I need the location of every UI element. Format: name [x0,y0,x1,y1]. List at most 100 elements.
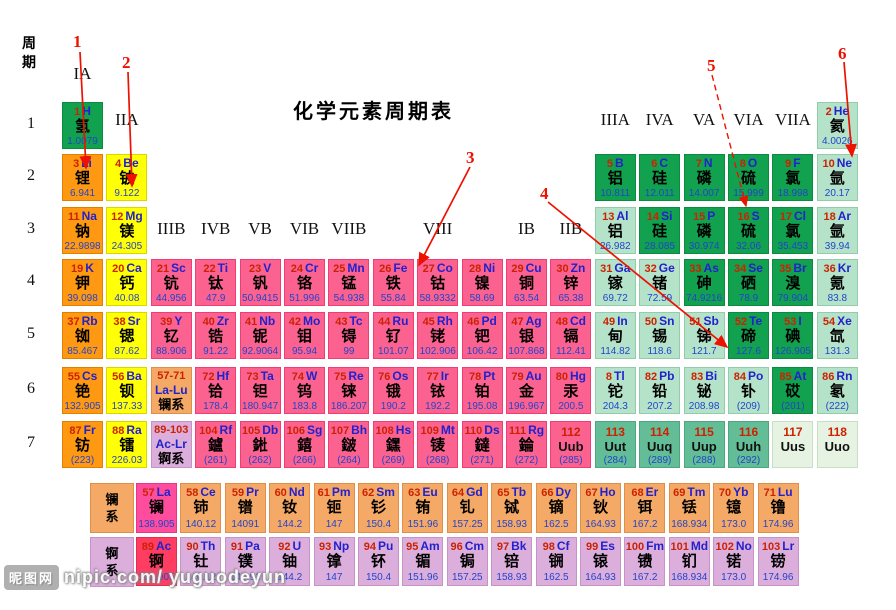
watermark-logo: 昵图网 [4,565,60,590]
atomic-number: 6 [651,158,658,170]
element-header: 101 Md [670,540,708,553]
element-name-zh: 锎 [548,553,564,570]
element-header: 59 Pr [232,486,259,499]
period-number-4: 4 [27,272,35,289]
element-cell-fr: 87 Fr 钫 (223) [62,421,103,468]
element-header: 87 Fr [69,424,95,437]
atomic-mass: 138.905 [138,572,175,583]
element-symbol: Cd [570,314,587,328]
element-header: 51 Sb [689,315,719,328]
element-name-zh: 硒 [740,275,756,292]
element-symbol: Cf [556,539,570,553]
element-name-zh: 钍 [193,553,209,570]
atomic-number: 34 [734,263,747,275]
element-symbol: Sm [376,485,395,499]
element-symbol: Ac [155,539,172,553]
element-symbol: Ta [260,369,274,383]
element-name-zh: 钡 [119,383,135,400]
element-name-zh: 鑪 [208,437,224,454]
atomic-number: 52 [734,316,748,328]
element-name-zh: 氩 [829,223,845,240]
element-cell-cl: 17 Cl 氯 35.453 [772,207,814,254]
element-header: 58 Ce [186,486,216,499]
element-cell-s: 16 S 硫 32.06 [728,207,769,254]
element-symbol: Sg [307,423,323,437]
element-name-zh: 钬 [592,499,608,516]
element-header: 11 Na [68,210,97,223]
atomic-mass: 226.03 [111,455,143,466]
element-symbol: F [793,156,801,170]
atomic-mass: 147 [325,572,343,583]
element-name-zh: 锇 [385,383,401,400]
element-symbol: N [703,156,713,170]
atomic-mass: 162.5 [543,519,569,530]
atomic-mass: 168.934 [671,572,708,583]
element-header: 102 No [716,540,752,553]
element-name-zh: 钷 [326,499,342,516]
atomic-mass: (272) [514,455,539,466]
atomic-mass: 92.9064 [242,346,279,357]
atomic-mass: (289) [648,455,672,466]
element-header: 48 Cd [556,315,586,328]
element-header: 61 Pm [318,486,351,499]
atomic-number: 72 [202,371,215,383]
element-cell-np: 93 Np 镎 147 [313,537,355,586]
atomic-mass: (266) [292,455,317,466]
element-name-zh: 钌 [385,328,401,345]
group-label-iib: IIB [559,219,583,238]
atomic-mass: 65.38 [558,293,584,304]
range-numbers: 57-71 [157,370,186,382]
element-cell-am: 95 Am 镅 151.96 [402,537,444,586]
atomic-mass: 39.94 [824,241,850,252]
atomic-number: 80 [555,371,569,383]
element-symbol: Xe [837,314,852,328]
atomic-number: 64 [451,487,465,499]
lanthanide-series-label: 镧系 [90,483,134,533]
element-name-zh: 钆 [459,499,475,516]
element-symbol: Fe [393,261,408,275]
element-header: 31 Ga [600,262,630,275]
element-header: 93 Np [319,540,349,553]
atomic-mass: 9.122 [114,188,140,199]
element-cell-as: 33 As 砷 74.9216 [683,259,725,306]
element-cell-nb: 41 Nb 铌 92.9064 [239,312,281,359]
atomic-number: 89 [141,541,154,553]
element-name-zh: 锫 [504,553,520,570]
atomic-number: 30 [556,263,569,275]
atomic-number: 97 [496,541,510,553]
atomic-mass: 78.9 [738,293,759,304]
element-header: 36 Kr [824,262,852,275]
atomic-mass: 114.82 [600,346,631,357]
atomic-mass: 79.904 [777,293,809,304]
atomic-mass: 204.3 [602,401,628,412]
element-header: 100 Fm [626,540,664,553]
element-symbol: Hg [570,369,587,383]
element-symbol: Na [81,209,97,223]
atomic-mass: 102.906 [419,346,456,357]
atomic-number: 23 [248,263,262,275]
element-name-zh: 镁 [119,223,135,240]
atomic-number: 28 [468,263,482,275]
element-symbol: Re [348,369,364,383]
element-header: 56 Ba [112,370,142,383]
atomic-mass: 167.2 [632,519,658,530]
period-axis-label: 周期 [22,35,36,70]
element-name-zh: 氩 [829,170,845,187]
atomic-mass: 10.811 [600,188,631,199]
element-name-zh: 锶 [119,328,135,345]
element-header: 15 P [693,210,715,223]
element-name-zh: 锔 [459,553,475,570]
atomic-number: 115 [694,425,714,439]
atomic-mass: 44.956 [156,293,187,304]
atomic-number: 4 [115,158,122,170]
atomic-number: 62 [362,487,375,499]
element-cell-zn: 30 Zn 锌 65.38 [550,259,592,306]
element-symbol: Bk [511,539,527,553]
watermark-text: nipic.com/ yuguodeyun [64,567,287,587]
element-cell-y: 39 Y 钇 88.906 [150,312,192,359]
element-name-zh: 铅 [652,383,668,400]
element-name-zh: 铂 [474,383,490,400]
element-name-zh: 硅 [652,170,668,187]
element-header: 32 Ge [645,262,675,275]
atomic-number: 44 [378,316,391,328]
